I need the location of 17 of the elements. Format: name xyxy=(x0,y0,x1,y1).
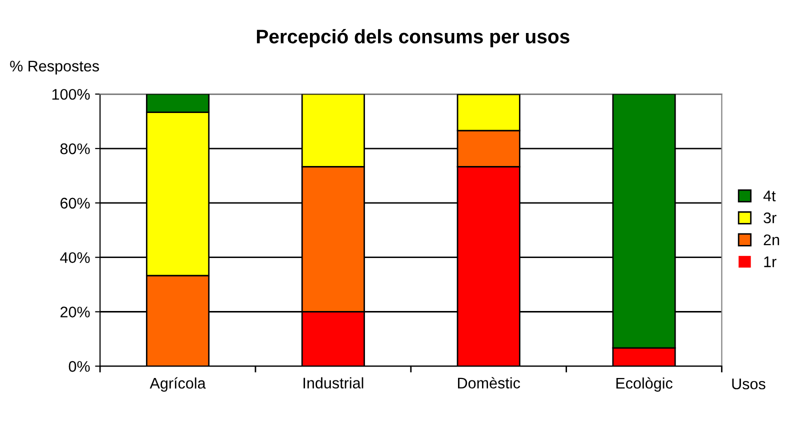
legend-label: 2n xyxy=(764,234,780,246)
y-axis-title: % Respostes xyxy=(10,60,99,75)
y-tick-label: 60% xyxy=(60,198,90,209)
y-tick-label: 40% xyxy=(60,252,90,264)
y-tick-label: 20% xyxy=(60,306,90,318)
y-tick-label: 80% xyxy=(60,143,90,154)
legend-label: 1r xyxy=(764,256,776,268)
y-tick-label: 100% xyxy=(52,88,90,100)
y-tick-label: 0% xyxy=(68,361,90,372)
x-tick-label: Ecològic xyxy=(616,377,673,392)
x-tick-label: Industrial xyxy=(304,377,364,388)
x-tick-label: Domèstic xyxy=(458,377,520,388)
chart-title: Percepció dels consums per usos xyxy=(256,28,570,48)
x-axis-title: Usos xyxy=(732,378,766,390)
legend-label: 3r xyxy=(764,212,776,224)
legend-label: 4t xyxy=(763,190,776,202)
x-tick-label: Agrícola xyxy=(150,377,206,392)
